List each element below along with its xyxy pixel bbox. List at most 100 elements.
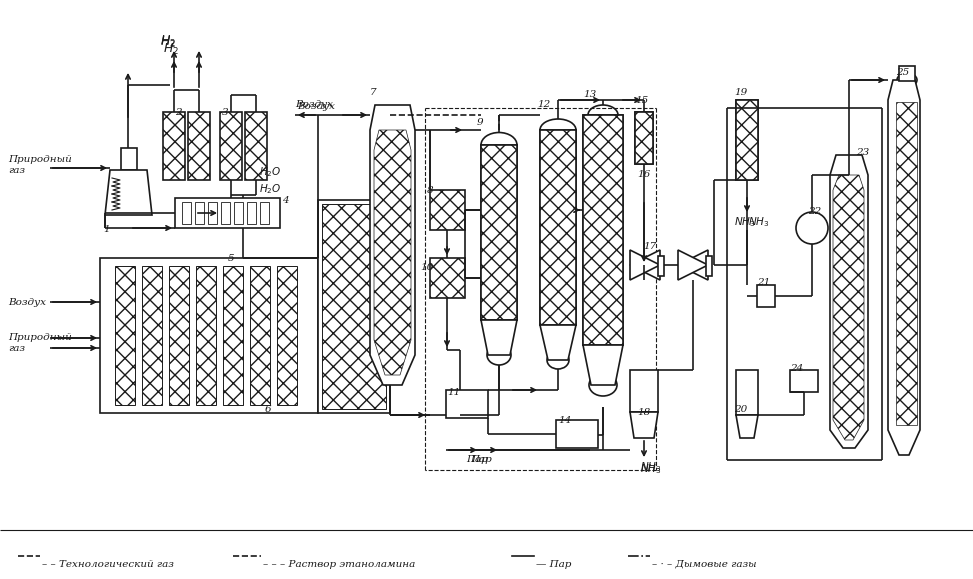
Text: 7: 7 <box>370 88 377 97</box>
Polygon shape <box>678 250 708 280</box>
Ellipse shape <box>588 105 618 125</box>
Text: 16: 16 <box>637 170 650 179</box>
Ellipse shape <box>897 73 917 87</box>
Text: Воздух: Воздух <box>8 298 46 307</box>
Polygon shape <box>830 155 868 448</box>
Bar <box>182 202 191 224</box>
Text: Воздух: Воздух <box>297 102 335 111</box>
Bar <box>121 148 137 170</box>
Polygon shape <box>630 250 660 280</box>
Bar <box>221 202 230 224</box>
Text: 6: 6 <box>265 405 271 414</box>
Text: 2: 2 <box>175 108 182 117</box>
Polygon shape <box>678 250 708 280</box>
Text: $NH_3$: $NH_3$ <box>748 215 770 229</box>
Text: 3: 3 <box>222 108 229 117</box>
Text: $H_2O$: $H_2O$ <box>259 165 281 179</box>
Text: — Пар: — Пар <box>536 560 571 569</box>
Bar <box>556 420 598 448</box>
Text: 1: 1 <box>103 225 110 234</box>
Polygon shape <box>481 320 517 355</box>
Bar <box>899 66 915 81</box>
Text: газ: газ <box>8 344 25 353</box>
Text: 5: 5 <box>228 254 234 263</box>
Bar <box>115 266 135 405</box>
Polygon shape <box>630 412 658 438</box>
Polygon shape <box>105 170 152 215</box>
Text: 20: 20 <box>734 405 747 414</box>
Text: 23: 23 <box>856 148 869 157</box>
Polygon shape <box>888 80 920 455</box>
Text: $NH_3$: $NH_3$ <box>640 462 662 476</box>
Bar <box>446 390 488 418</box>
Text: 8: 8 <box>427 186 434 195</box>
Text: Природный: Природный <box>8 155 72 164</box>
Polygon shape <box>583 345 623 385</box>
Text: $NH_3$: $NH_3$ <box>640 460 662 474</box>
Polygon shape <box>736 415 758 438</box>
Text: Пар: Пар <box>466 455 487 464</box>
Text: 25: 25 <box>896 68 909 77</box>
Text: 21: 21 <box>757 278 771 287</box>
Bar <box>790 370 818 392</box>
Text: $H_2$: $H_2$ <box>160 34 176 49</box>
Text: – – – Раствор этаноламина: – – – Раствор этаноламина <box>263 560 415 569</box>
Bar <box>223 266 243 405</box>
Bar <box>540 130 576 325</box>
Text: $H_2$: $H_2$ <box>163 42 179 57</box>
Bar <box>175 198 280 228</box>
Text: 24: 24 <box>790 364 804 373</box>
Text: 4: 4 <box>282 196 289 205</box>
Bar <box>430 190 465 230</box>
Bar <box>630 370 658 412</box>
Bar <box>220 112 242 180</box>
Bar <box>736 370 758 415</box>
Text: 13: 13 <box>583 90 596 99</box>
Text: Природный: Природный <box>8 333 72 342</box>
Text: – – Технологический газ: – – Технологический газ <box>42 560 174 569</box>
Bar <box>658 256 664 276</box>
Text: Воздух: Воздух <box>295 100 333 109</box>
Bar <box>318 200 390 413</box>
Text: 12: 12 <box>537 100 551 109</box>
Bar <box>736 100 758 180</box>
Ellipse shape <box>487 345 511 365</box>
Ellipse shape <box>540 119 576 141</box>
Text: Пар: Пар <box>470 455 491 464</box>
Bar <box>142 266 162 405</box>
Bar <box>322 204 386 409</box>
Bar <box>188 112 210 180</box>
Bar <box>195 202 204 224</box>
Bar <box>706 256 712 276</box>
Bar <box>245 112 267 180</box>
Bar <box>163 112 185 180</box>
Text: 14: 14 <box>558 416 571 425</box>
Text: 17: 17 <box>643 242 656 251</box>
Text: 10: 10 <box>420 263 433 272</box>
Text: 15: 15 <box>635 96 648 105</box>
Bar <box>481 145 517 320</box>
Bar <box>234 202 243 224</box>
Bar <box>250 266 270 405</box>
Bar <box>260 202 269 224</box>
Bar <box>583 115 623 345</box>
Text: газ: газ <box>8 166 25 175</box>
Text: $NH_3$: $NH_3$ <box>734 215 756 229</box>
Text: 22: 22 <box>808 207 821 216</box>
Text: 9: 9 <box>477 118 484 127</box>
Polygon shape <box>540 325 576 360</box>
Bar <box>100 258 318 413</box>
Bar <box>247 202 256 224</box>
Bar <box>208 202 217 224</box>
Text: – · – Дымовые газы: – · – Дымовые газы <box>652 560 757 569</box>
Polygon shape <box>630 250 660 280</box>
Bar <box>635 112 653 164</box>
Ellipse shape <box>481 133 517 157</box>
Bar <box>430 258 465 298</box>
Text: 18: 18 <box>637 408 650 417</box>
Text: $H_2$: $H_2$ <box>160 35 176 50</box>
Ellipse shape <box>547 351 569 369</box>
Circle shape <box>796 212 828 244</box>
Text: 11: 11 <box>447 388 460 397</box>
Bar <box>540 130 576 325</box>
